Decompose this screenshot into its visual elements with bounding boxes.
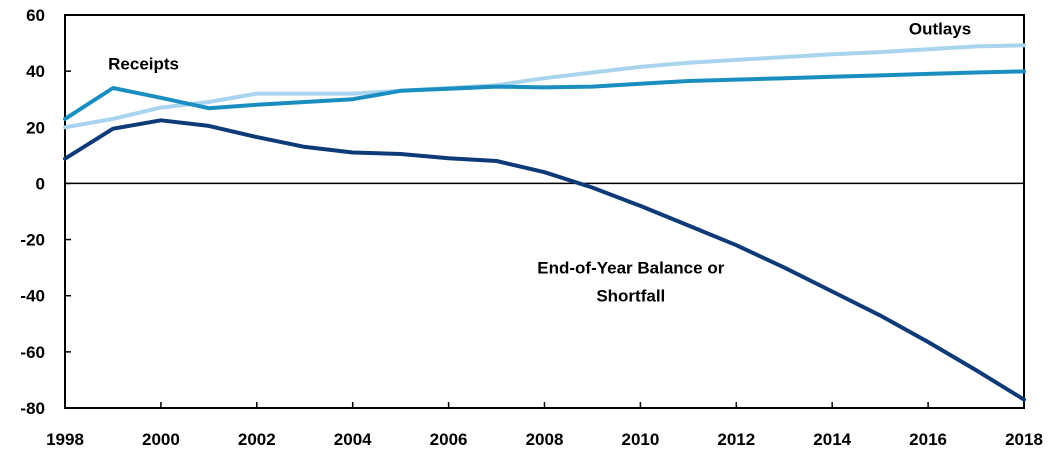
- series-annotation: Shortfall: [596, 286, 665, 305]
- x-tick-label: 2006: [430, 430, 468, 449]
- x-tick-label: 2000: [142, 430, 180, 449]
- series-line-receipts: [63, 69, 1026, 121]
- y-tick-label: 20: [26, 118, 45, 137]
- annotation-group: Outlays Receipts End-of-Year Balance or Sho…: [108, 20, 971, 306]
- y-tick-label: 40: [26, 62, 45, 81]
- x-tick-label: 2002: [238, 430, 276, 449]
- y-tick-label: -80: [20, 399, 45, 418]
- series-annotation: End-of-Year Balance or: [537, 258, 724, 277]
- y-tick-label: -60: [20, 343, 45, 362]
- x-tick-label: 2004: [334, 430, 372, 449]
- y-tick-label: -40: [20, 287, 45, 306]
- y-tick-label: 0: [36, 174, 45, 193]
- y-tick-label: -20: [20, 231, 45, 250]
- x-tick-label: 2010: [621, 430, 659, 449]
- x-tick-label: 2016: [909, 430, 947, 449]
- x-tick-label: 2014: [813, 430, 851, 449]
- x-tick-label: 2008: [526, 430, 564, 449]
- x-tick-label: 2012: [717, 430, 755, 449]
- series-group: [63, 43, 1026, 402]
- series-annotation: Receipts: [108, 55, 179, 74]
- x-tick-label: 2018: [1005, 430, 1043, 449]
- x-tick-label: 1998: [46, 430, 84, 449]
- series-line-outlays: [63, 43, 1026, 130]
- series-line-end-of-year-balance-or-shortfall: [63, 118, 1026, 402]
- y-tick-label: 60: [26, 6, 45, 25]
- series-annotation: Outlays: [909, 20, 971, 39]
